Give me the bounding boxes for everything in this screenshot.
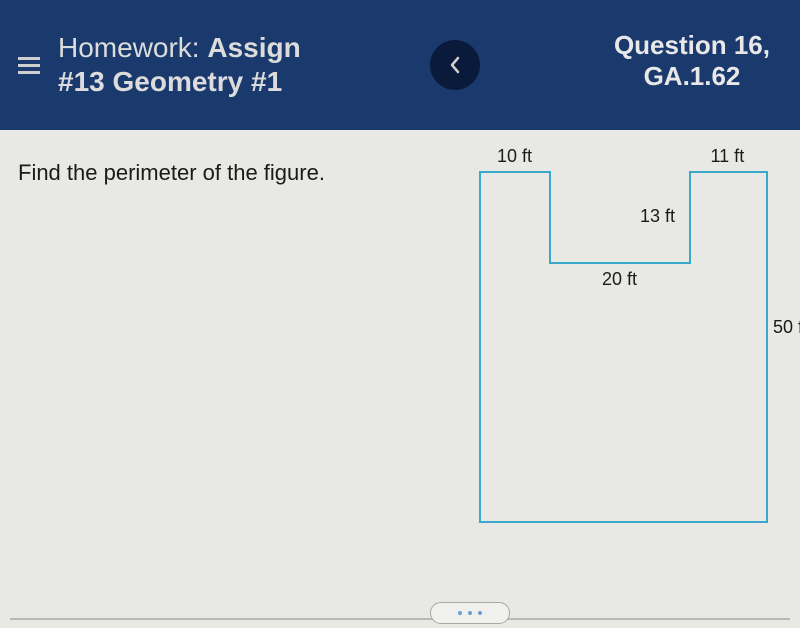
geometry-figure: 10 ft 11 ft 13 ft 20 ft 50 ft — [480, 172, 800, 537]
title-prefix: Homework: — [58, 32, 207, 63]
question-line1: Question 16, — [614, 30, 770, 61]
header-bar: Homework: Assign #13 Geometry #1 Questio… — [0, 0, 800, 130]
more-options-button[interactable] — [430, 602, 510, 624]
chevron-left-icon — [448, 56, 462, 74]
label-notch-width: 20 ft — [602, 269, 637, 290]
content-area: Find the perimeter of the figure. 10 ft … — [0, 130, 800, 628]
question-line2: GA.1.62 — [614, 61, 770, 92]
title-bold: Assign — [207, 32, 300, 63]
label-top-left: 10 ft — [497, 146, 532, 167]
label-right-side: 50 ft — [773, 317, 800, 338]
question-indicator: Question 16, GA.1.62 — [614, 30, 770, 92]
back-button[interactable] — [430, 40, 480, 90]
bottom-divider — [10, 618, 790, 620]
homework-title: Homework: Assign #13 Geometry #1 — [58, 31, 301, 98]
label-notch-depth: 13 ft — [640, 206, 675, 227]
title-line2: #13 Geometry #1 — [58, 66, 282, 97]
hamburger-menu-button[interactable] — [18, 53, 40, 78]
label-top-right: 11 ft — [711, 146, 745, 167]
